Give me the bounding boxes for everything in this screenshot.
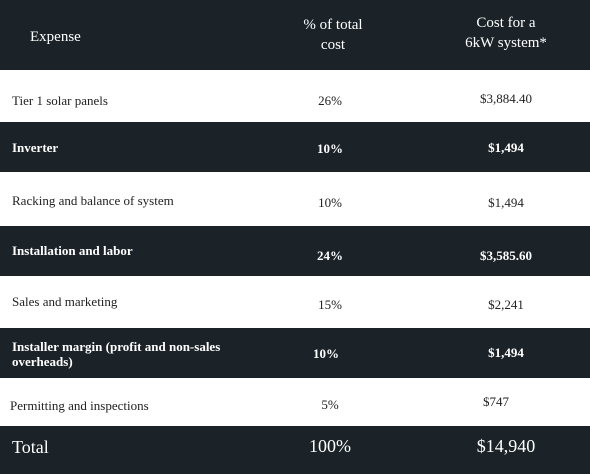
- expense-cell: Racking and balance of system: [12, 193, 174, 208]
- cost-cell: $3,585.60: [480, 248, 532, 263]
- cost-cell: $2,241: [488, 297, 524, 312]
- expense-cell: Permitting and inspections: [10, 398, 149, 413]
- header-pct: % of total cost: [290, 16, 376, 55]
- cost-cell: $1,494: [488, 345, 524, 360]
- expense-line1: Installer margin (profit and non-sales: [12, 339, 221, 354]
- table-row: Inverter 10% $1,494: [0, 122, 590, 172]
- pct-cell: 10%: [317, 141, 343, 156]
- expense-cell: Installation and labor: [12, 243, 133, 258]
- header-pct-line2: cost: [320, 36, 346, 53]
- total-row: Total 100% $14,940: [0, 426, 590, 474]
- table-row: Installer margin (profit and non-sales o…: [0, 328, 590, 378]
- pct-cell: 10%: [313, 346, 339, 361]
- cost-cell: $1,494: [488, 140, 524, 155]
- table-row: Installation and labor 24% $3,585.60: [0, 226, 590, 276]
- expense-cell: Installer margin (profit and non-sales o…: [12, 339, 221, 370]
- table-row: Racking and balance of system 10% $1,494: [0, 172, 590, 226]
- table-row: Sales and marketing 15% $2,241: [0, 276, 590, 328]
- header-cost-line2: 6kW system*: [465, 34, 547, 51]
- table-row: Permitting and inspections 5% $747: [0, 378, 590, 426]
- expense-cell: Sales and marketing: [12, 294, 118, 309]
- header-cost-line1: Cost for a: [476, 15, 536, 31]
- header-cost: Cost for a 6kW system*: [446, 14, 566, 53]
- table-row: Tier 1 solar panels 26% $3,884.40: [0, 70, 590, 122]
- table-header: Expense % of total cost Cost for a 6kW s…: [0, 0, 590, 70]
- total-label: Total: [12, 437, 49, 457]
- expense-cell: Inverter: [12, 140, 59, 155]
- pct-cell: 26%: [318, 93, 342, 108]
- header-expense: Expense: [30, 29, 81, 45]
- expense-cell: Tier 1 solar panels: [12, 93, 108, 108]
- expense-line2: overheads): [12, 353, 73, 369]
- pct-cell: 10%: [318, 195, 342, 210]
- pct-cell: 5%: [321, 397, 339, 412]
- cost-cell: $3,884.40: [480, 91, 532, 106]
- pct-cell: 24%: [317, 248, 343, 263]
- total-pct: 100%: [309, 436, 351, 456]
- cost-cell: $747: [483, 394, 509, 409]
- header-pct-line1: % of total: [303, 17, 363, 33]
- cost-cell: $1,494: [488, 195, 524, 210]
- pct-cell: 15%: [318, 297, 342, 312]
- total-cost: $14,940: [476, 436, 536, 456]
